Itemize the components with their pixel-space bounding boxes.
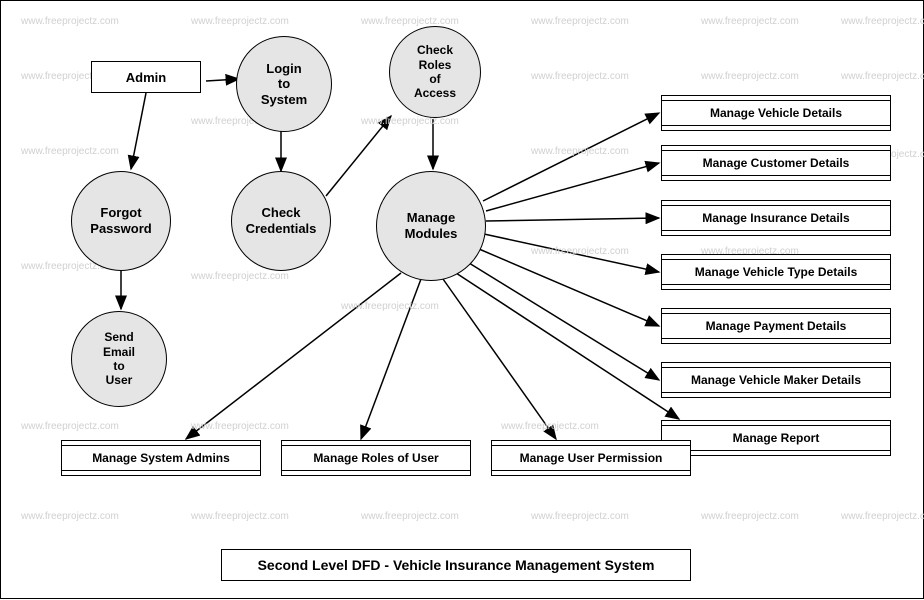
datastore-report: Manage Report <box>661 421 891 455</box>
watermark: www.freeprojectz.com <box>361 16 459 27</box>
watermark: www.freeprojectz.com <box>531 246 629 257</box>
process-login: LogintoSystem <box>236 36 332 132</box>
process-forgot: ForgotPassword <box>71 171 171 271</box>
flow-arrow <box>131 93 146 169</box>
datastore-userperm: Manage User Permission <box>491 441 691 475</box>
datastore-sysadmins: Manage System Admins <box>61 441 261 475</box>
flow-arrow <box>443 279 556 439</box>
watermark: www.freeprojectz.com <box>361 116 459 127</box>
datastore-vehicle: Manage Vehicle Details <box>661 96 891 130</box>
process-checkcred: CheckCredentials <box>231 171 331 271</box>
watermark: www.freeprojectz.com <box>361 511 459 522</box>
datastore-insurance: Manage Insurance Details <box>661 201 891 235</box>
flow-arrow <box>186 273 401 439</box>
watermark: www.freeprojectz.com <box>531 146 629 157</box>
watermark: www.freeprojectz.com <box>341 301 439 312</box>
watermark: www.freeprojectz.com <box>21 511 119 522</box>
watermark: www.freeprojectz.com <box>191 421 289 432</box>
process-sendemail: SendEmailtoUser <box>71 311 167 407</box>
watermark: www.freeprojectz.com <box>191 271 289 282</box>
flow-arrow <box>206 79 239 81</box>
watermark: www.freeprojectz.com <box>701 511 799 522</box>
datastore-maker: Manage Vehicle Maker Details <box>661 363 891 397</box>
datastore-payment: Manage Payment Details <box>661 309 891 343</box>
watermark: www.freeprojectz.com <box>531 16 629 27</box>
watermark: www.freeprojectz.com <box>191 16 289 27</box>
watermark: www.freeprojectz.com <box>841 511 924 522</box>
watermark: www.freeprojectz.com <box>21 146 119 157</box>
flow-arrow <box>469 263 659 380</box>
watermark: www.freeprojectz.com <box>841 16 924 27</box>
flow-arrow <box>456 273 679 419</box>
flow-arrow <box>479 249 659 326</box>
watermark: www.freeprojectz.com <box>841 71 924 82</box>
flow-arrow <box>484 234 659 272</box>
datastore-customer: Manage Customer Details <box>661 146 891 180</box>
watermark: www.freeprojectz.com <box>21 16 119 27</box>
watermark: www.freeprojectz.com <box>531 71 629 82</box>
datastore-rolesuser: Manage Roles of User <box>281 441 471 475</box>
process-checkroles: CheckRolesofAccess <box>389 26 481 118</box>
watermark: www.freeprojectz.com <box>701 71 799 82</box>
flow-arrow <box>483 113 659 201</box>
process-manage: ManageModules <box>376 171 486 281</box>
watermark: www.freeprojectz.com <box>531 511 629 522</box>
watermark: www.freeprojectz.com <box>501 421 599 432</box>
datastore-vehicletype: Manage Vehicle Type Details <box>661 255 891 289</box>
watermark: www.freeprojectz.com <box>191 511 289 522</box>
flow-arrow <box>486 163 659 211</box>
watermark: www.freeprojectz.com <box>21 421 119 432</box>
flow-arrow <box>326 116 391 196</box>
flow-arrow <box>486 218 659 221</box>
entity-admin: Admin <box>91 61 201 93</box>
flow-arrow <box>361 279 421 439</box>
diagram-title: Second Level DFD - Vehicle Insurance Man… <box>221 549 691 581</box>
watermark: www.freeprojectz.com <box>701 16 799 27</box>
